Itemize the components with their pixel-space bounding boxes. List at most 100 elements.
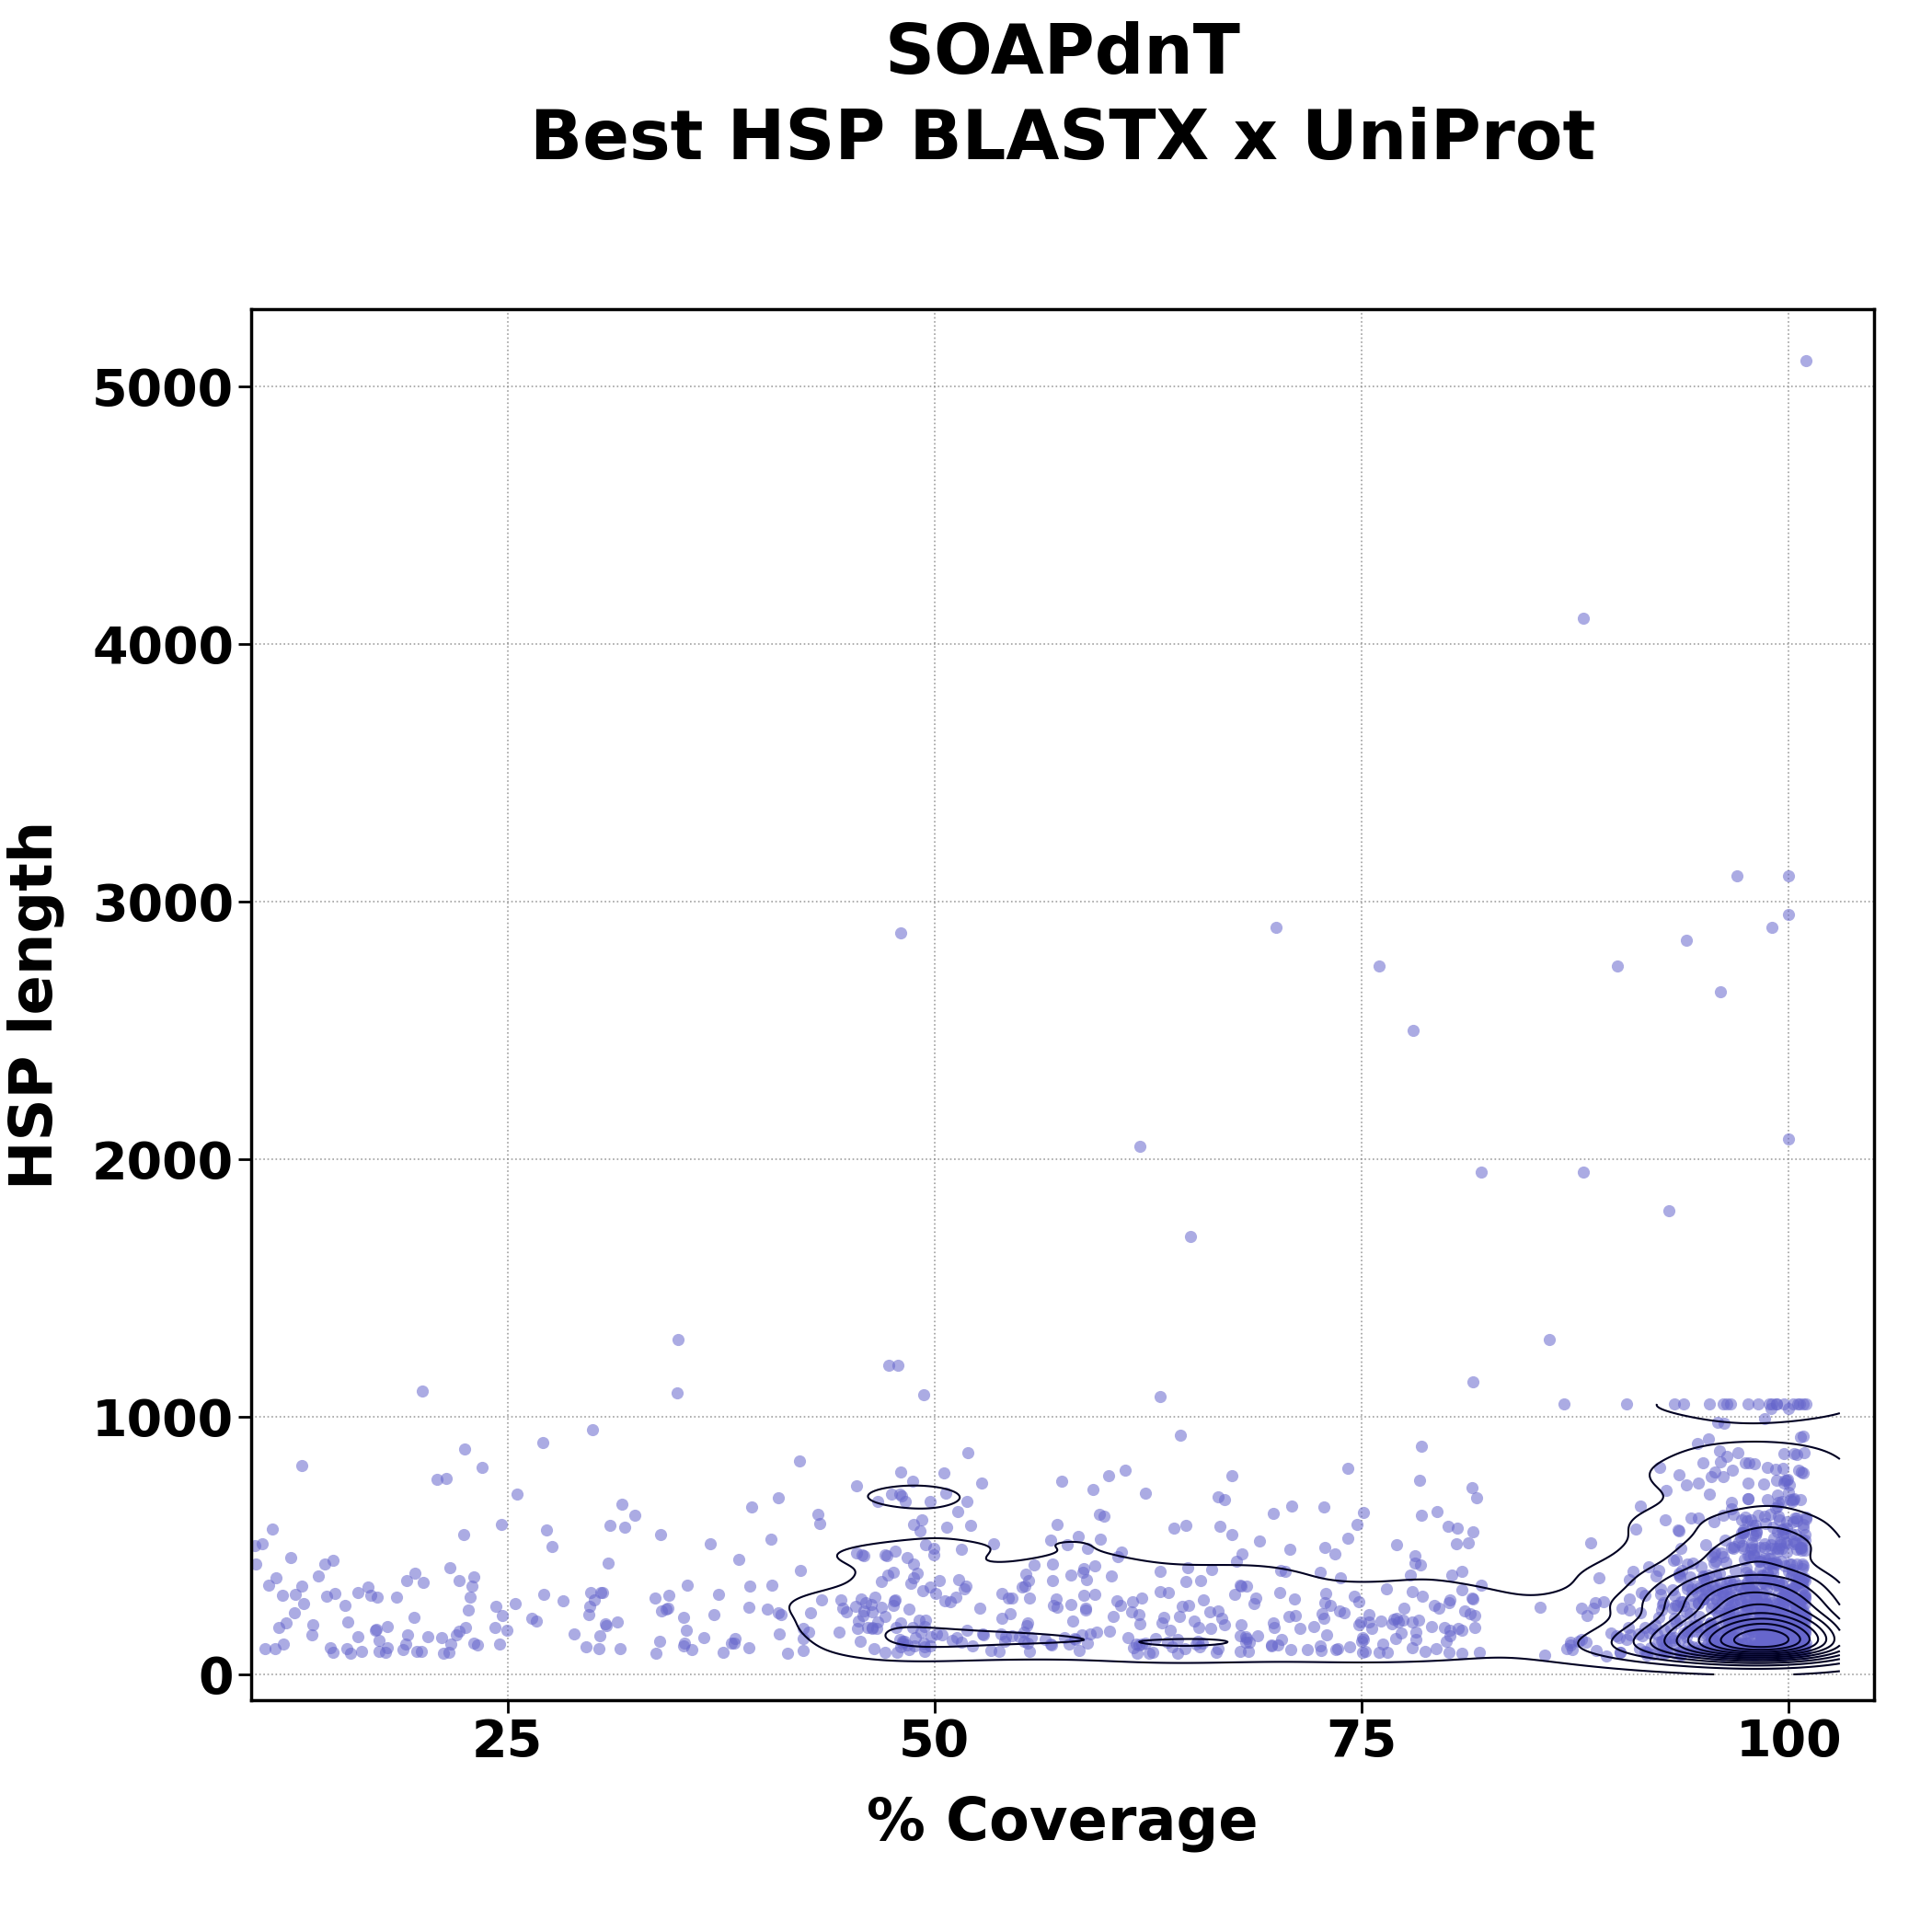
Point <box>1723 1607 1754 1638</box>
Point <box>1665 1532 1696 1563</box>
Point <box>1329 1598 1360 1629</box>
Point <box>1737 1540 1768 1571</box>
Point <box>943 1495 974 1526</box>
Point <box>1716 1607 1747 1638</box>
Point <box>1648 1633 1679 1663</box>
Point <box>879 1584 910 1615</box>
Point <box>1741 1584 1772 1615</box>
Point <box>402 1636 433 1667</box>
Point <box>1768 1515 1799 1546</box>
Point <box>1758 1613 1789 1644</box>
Point <box>1381 1602 1412 1633</box>
Point <box>1743 1633 1774 1663</box>
Point <box>1719 1605 1750 1636</box>
Point <box>1750 1604 1781 1634</box>
Point <box>1764 1611 1795 1642</box>
Point <box>1667 1634 1698 1665</box>
Point <box>1756 1617 1787 1648</box>
Point <box>1770 1464 1801 1495</box>
Point <box>1696 1623 1727 1654</box>
Point <box>1760 1604 1791 1634</box>
Point <box>1059 1623 1090 1654</box>
Point <box>1718 1609 1748 1640</box>
Point <box>906 1505 937 1536</box>
Point <box>1716 1532 1747 1563</box>
Point <box>1725 1609 1756 1640</box>
Point <box>537 1532 568 1563</box>
Point <box>1708 1619 1739 1650</box>
Point <box>1772 1464 1803 1495</box>
Point <box>1130 1478 1161 1509</box>
Point <box>1700 1596 1731 1627</box>
Point <box>522 1605 553 1636</box>
Point <box>330 1590 361 1621</box>
Point <box>910 1636 941 1667</box>
Point <box>1789 1613 1820 1644</box>
Point <box>862 1613 893 1644</box>
Point <box>1776 1627 1806 1658</box>
Point <box>1126 1582 1157 1613</box>
Point <box>1756 1557 1787 1588</box>
Point <box>1777 1636 1808 1667</box>
Point <box>1665 1586 1696 1617</box>
Point <box>1756 1586 1787 1617</box>
Point <box>1613 1613 1644 1644</box>
Point <box>1754 1629 1785 1660</box>
Point <box>1244 1526 1275 1557</box>
Point <box>1756 1638 1787 1669</box>
Point <box>1660 1607 1690 1638</box>
Point <box>1265 1555 1296 1586</box>
Point <box>1671 1621 1702 1652</box>
Point <box>1269 1555 1300 1586</box>
Point <box>1787 1567 1818 1598</box>
Point <box>1774 1611 1804 1642</box>
Point <box>1379 1604 1410 1634</box>
Point <box>1716 1488 1747 1519</box>
Point <box>1779 1528 1810 1559</box>
Point <box>547 1586 578 1617</box>
Point <box>1700 1615 1731 1646</box>
Point <box>1739 1588 1770 1619</box>
Point <box>369 1636 400 1667</box>
Point <box>1153 1577 1184 1607</box>
Point <box>958 1631 989 1662</box>
Point <box>1768 1515 1799 1546</box>
Point <box>1735 1559 1766 1590</box>
Point <box>1781 1569 1812 1600</box>
Point <box>400 1557 431 1588</box>
Point <box>1777 1507 1808 1538</box>
Point <box>856 1596 887 1627</box>
Point <box>456 1571 487 1602</box>
Point <box>1770 1633 1801 1663</box>
Point <box>1694 1578 1725 1609</box>
Point <box>1163 1625 1194 1656</box>
Point <box>1764 1567 1795 1598</box>
Point <box>1555 1629 1586 1660</box>
Point <box>1760 1600 1791 1631</box>
Point <box>1774 1627 1804 1658</box>
Point <box>580 1584 611 1615</box>
Point <box>1777 1611 1808 1642</box>
Point <box>1781 1590 1812 1621</box>
Point <box>1725 1522 1756 1553</box>
Point <box>1768 1586 1799 1617</box>
Point <box>1739 1627 1770 1658</box>
Point <box>918 1540 949 1571</box>
Point <box>1723 1604 1754 1634</box>
Point <box>1758 1522 1789 1553</box>
Point <box>1772 1629 1803 1660</box>
Point <box>381 1582 412 1613</box>
Point <box>1741 1517 1772 1548</box>
Point <box>585 1621 616 1652</box>
Point <box>1675 1609 1706 1640</box>
Point <box>1791 1503 1822 1534</box>
Point <box>1739 1596 1770 1627</box>
Point <box>1416 1611 1447 1642</box>
Point <box>1723 1633 1754 1663</box>
Point <box>844 1627 875 1658</box>
Point <box>1745 1613 1776 1644</box>
Point <box>1768 1615 1799 1646</box>
Point <box>920 1578 951 1609</box>
Point <box>1704 1629 1735 1660</box>
Point <box>1716 1573 1747 1604</box>
